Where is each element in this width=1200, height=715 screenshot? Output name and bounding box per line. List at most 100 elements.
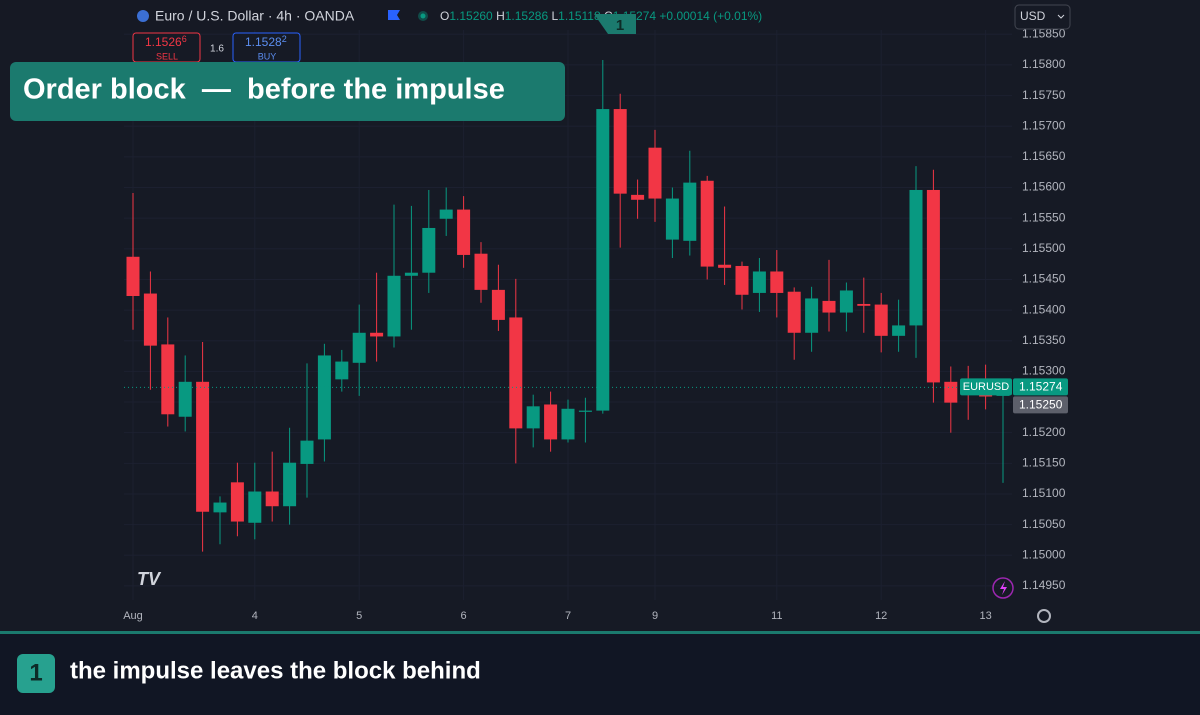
candle-body <box>248 491 262 523</box>
candle-body <box>822 300 836 313</box>
last-price-tag <box>1013 378 1068 396</box>
ohlc-value: 1.15118 <box>558 9 601 23</box>
buy-label[interactable]: BUY <box>258 51 277 61</box>
y-tick-label: 1.15400 <box>1022 302 1066 316</box>
y-tick-label: 1.15650 <box>1022 149 1066 163</box>
candle-body <box>283 462 297 507</box>
candle-body <box>387 275 401 337</box>
y-tick-label: 1.15800 <box>1022 57 1066 71</box>
y-tick-label: 1.15300 <box>1022 364 1066 378</box>
y-tick-label: 1.15450 <box>1022 272 1066 286</box>
candle-body <box>126 256 140 296</box>
candle-body <box>874 304 888 336</box>
price: 1.1526 <box>145 35 182 49</box>
price-sup: 2 <box>282 34 287 44</box>
currency[interactable]: USD <box>1020 9 1046 23</box>
y-tick-label: 1.15600 <box>1022 180 1066 194</box>
candle-body <box>544 404 558 440</box>
buy-price[interactable]: 1.15282 <box>245 34 287 49</box>
x-tick-label: 9 <box>652 610 658 622</box>
candle-body <box>491 289 505 320</box>
price-sup: 6 <box>182 34 187 44</box>
x-tick-label: 5 <box>356 610 362 622</box>
candle-body <box>457 209 471 255</box>
x-tick-label: 11 <box>771 610 782 622</box>
last-price-label: 1.15274 <box>1019 379 1063 393</box>
y-tick-label: 1.15750 <box>1022 88 1066 102</box>
symbol[interactable]: Euro / U.S. Dollar · 4h · OANDA <box>155 8 355 24</box>
symbol-label: EURUSD <box>963 381 1010 393</box>
candle-body <box>352 332 366 363</box>
candle-body <box>770 271 784 293</box>
y-tick-label: 1.15150 <box>1022 455 1066 469</box>
marker-tag <box>594 14 636 34</box>
candle-body <box>648 147 662 199</box>
spread: 1.6 <box>210 44 224 55</box>
sell-label[interactable]: SELL <box>156 51 178 61</box>
bid-price-label: 1.15250 <box>1019 397 1063 411</box>
y-tick-label: 1.15100 <box>1022 486 1066 500</box>
candle-body <box>892 325 906 336</box>
ohlc-key: O <box>440 9 449 23</box>
candle-body <box>474 253 488 290</box>
candle-body <box>161 344 175 415</box>
x-tick-label: Aug <box>123 610 143 622</box>
y-tick-label: 1.15500 <box>1022 241 1066 255</box>
candle-body <box>439 209 453 219</box>
candle-body <box>613 109 627 194</box>
caption-text: the impulse leaves the block behind <box>70 657 481 684</box>
candle-body <box>805 298 819 333</box>
ohlc-value: 1.15286 <box>505 9 549 23</box>
candle-body <box>196 381 210 512</box>
candle-body <box>422 227 436 273</box>
y-tick-label: 1.14950 <box>1022 578 1066 592</box>
ohlc-value: 1.15260 <box>449 9 493 23</box>
y-tick-label: 1.15200 <box>1022 425 1066 439</box>
candle-body <box>178 381 192 417</box>
candle-body <box>857 303 871 306</box>
price-axis-bg <box>1012 0 1200 632</box>
y-tick-label: 1.15350 <box>1022 333 1066 347</box>
settings-icon[interactable] <box>1037 609 1051 623</box>
candle-body <box>979 394 993 397</box>
candle-body <box>265 491 279 507</box>
logo: TV <box>137 569 162 589</box>
candle-body <box>683 182 697 241</box>
plot <box>124 60 1012 552</box>
overlay-title: Order block — before the impulse <box>23 74 505 106</box>
candle-body <box>335 361 349 380</box>
flag[interactable] <box>388 10 400 20</box>
chevron <box>1057 14 1065 19</box>
candle-body <box>561 408 575 440</box>
caption-badge <box>17 654 55 693</box>
candle-body <box>317 355 331 440</box>
y-tick-label: 1.15700 <box>1022 118 1066 132</box>
candle-body <box>926 189 940 383</box>
candle-body <box>909 189 923 326</box>
candle-body <box>787 291 801 333</box>
candle-body <box>700 180 714 267</box>
symbol-tag <box>960 378 1012 396</box>
sell-price[interactable]: 1.15266 <box>145 34 187 49</box>
candle-body <box>752 271 766 293</box>
status-dot <box>420 13 426 19</box>
y-tick-label: 1.15850 <box>1022 26 1066 40</box>
x-tick-label: 4 <box>252 610 258 622</box>
candle-body <box>735 265 749 295</box>
ohlc-key: H <box>496 9 505 23</box>
x-tick-label: 13 <box>979 610 991 622</box>
candle-body <box>718 264 732 268</box>
y-tick-label: 1.15000 <box>1022 547 1066 561</box>
currency-select[interactable] <box>1014 4 1071 30</box>
caption-rule <box>0 631 1200 634</box>
candle-body <box>509 317 523 429</box>
candle-body <box>370 332 384 337</box>
candle-body <box>631 194 645 200</box>
x-tick-label: 6 <box>461 610 467 622</box>
price: 1.1528 <box>245 35 282 49</box>
marker: 1 <box>616 17 624 34</box>
y-tick-label: 1.15050 <box>1022 517 1066 531</box>
lightning-icon[interactable] <box>992 577 1014 599</box>
